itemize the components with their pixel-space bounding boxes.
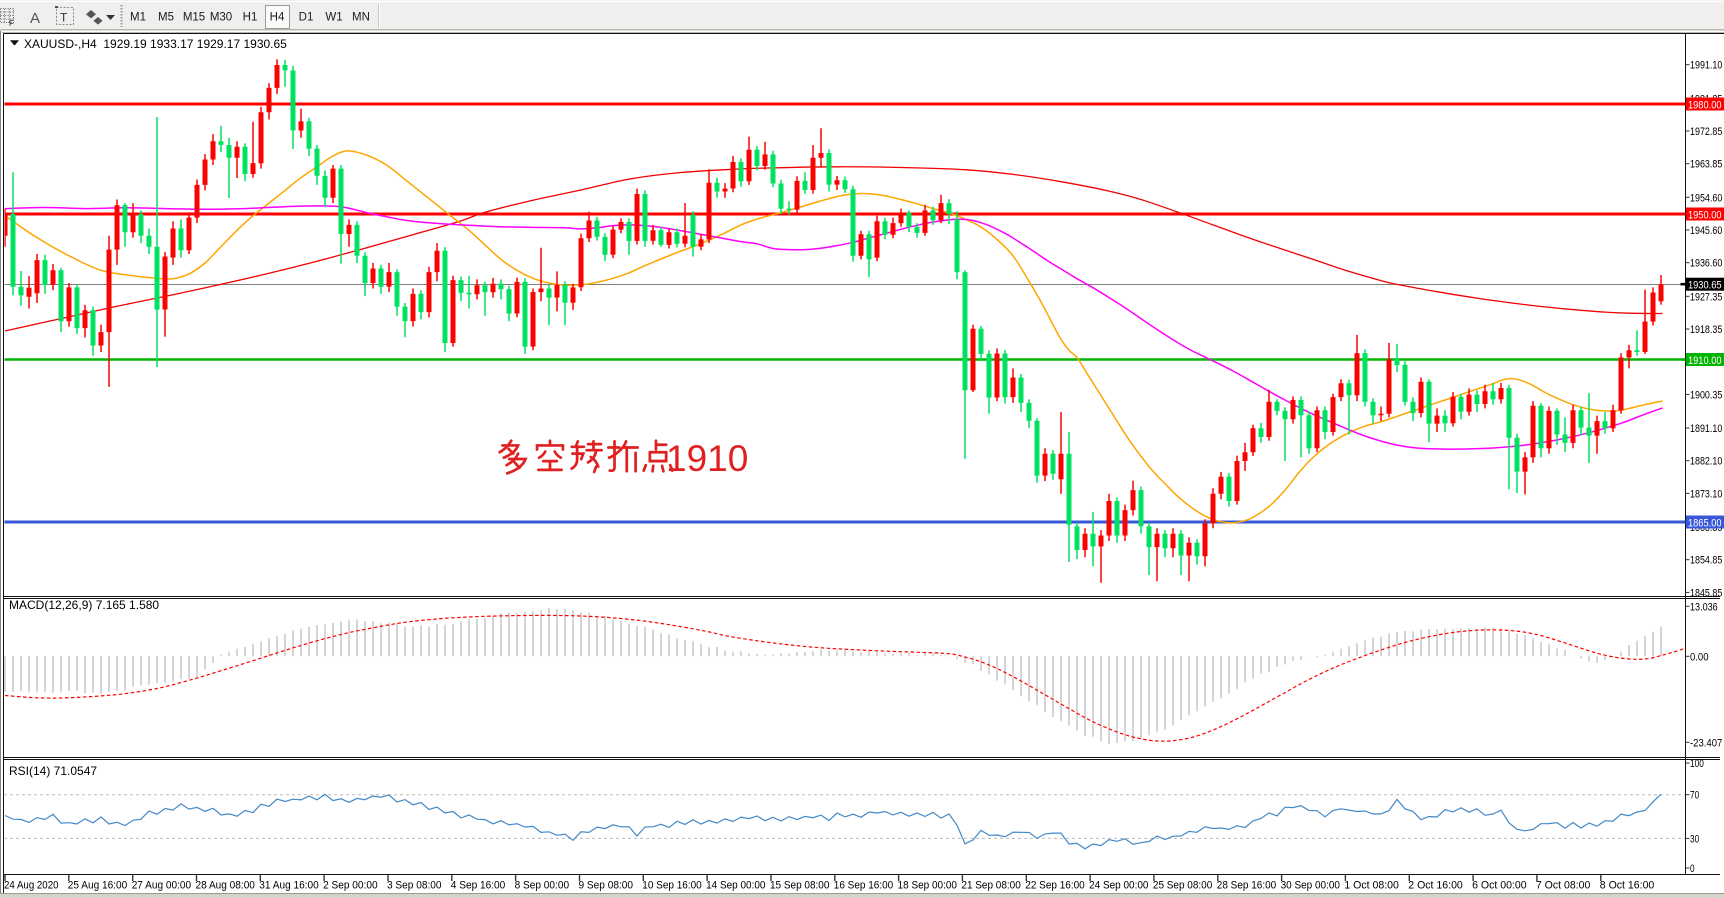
svg-text:30: 30 [1690,833,1699,845]
svg-text:70: 70 [1690,790,1699,802]
svg-text:1900.35: 1900.35 [1690,389,1722,401]
svg-text:M1: M1 [130,12,146,24]
svg-text:W1: W1 [325,12,342,24]
svg-text:M5: M5 [158,12,174,24]
svg-text:0.00: 0.00 [1690,651,1709,663]
svg-text:3 Sep 08:00: 3 Sep 08:00 [387,880,442,892]
svg-text:9 Sep 08:00: 9 Sep 08:00 [579,880,634,892]
svg-text:21 Sep 08:00: 21 Sep 08:00 [961,880,1020,892]
svg-text:8 Sep 00:00: 8 Sep 00:00 [515,880,570,892]
svg-text:T: T [60,11,68,25]
svg-text:14 Sep 00:00: 14 Sep 00:00 [706,880,765,892]
svg-text:1963.85: 1963.85 [1690,159,1722,171]
svg-text:M30: M30 [210,12,232,24]
svg-text:24 Aug 2020: 24 Aug 2020 [4,880,59,892]
svg-text:-23.407: -23.407 [1690,737,1722,749]
svg-text:1954.60: 1954.60 [1690,192,1722,204]
svg-text:0: 0 [1690,863,1695,875]
svg-text:2 Oct 16:00: 2 Oct 16:00 [1408,880,1463,892]
svg-text:H4: H4 [270,12,285,24]
svg-text:6 Oct 00:00: 6 Oct 00:00 [1472,880,1527,892]
svg-text:A: A [30,10,40,27]
svg-text:1927.35: 1927.35 [1690,291,1722,303]
svg-text:1972.85: 1972.85 [1690,126,1722,138]
svg-text:1980.00: 1980.00 [1688,100,1722,112]
svg-text:25 Aug 16:00: 25 Aug 16:00 [68,880,127,892]
svg-text:2 Sep 00:00: 2 Sep 00:00 [323,880,378,892]
svg-text:22 Sep 16:00: 22 Sep 16:00 [1025,880,1084,892]
svg-text:7 Oct 08:00: 7 Oct 08:00 [1536,880,1591,892]
svg-text:1950.00: 1950.00 [1688,210,1722,222]
svg-text:10 Sep 16:00: 10 Sep 16:00 [642,880,701,892]
svg-text:15 Sep 08:00: 15 Sep 08:00 [770,880,829,892]
svg-text:100: 100 [1690,758,1704,770]
svg-text:27 Aug 00:00: 27 Aug 00:00 [132,880,191,892]
svg-text:1936.60: 1936.60 [1690,258,1722,270]
svg-text:28 Aug 08:00: 28 Aug 08:00 [196,880,255,892]
svg-text:MACD(12,26,9) 7.165 1.580: MACD(12,26,9) 7.165 1.580 [9,598,159,612]
svg-text:MN: MN [352,12,370,24]
svg-text:1882.10: 1882.10 [1690,456,1722,468]
svg-text:28 Sep 16:00: 28 Sep 16:00 [1217,880,1276,892]
svg-text:1930.65: 1930.65 [1688,280,1722,292]
svg-text:1845.85: 1845.85 [1690,587,1722,599]
svg-text:F: F [9,19,14,28]
svg-text:16 Sep 16:00: 16 Sep 16:00 [834,880,893,892]
svg-text:1873.10: 1873.10 [1690,488,1722,500]
svg-text:1 Oct 08:00: 1 Oct 08:00 [1344,880,1399,892]
svg-text:1918.35: 1918.35 [1690,324,1722,336]
svg-text:1991.10: 1991.10 [1690,60,1722,72]
svg-text:13.036: 13.036 [1690,601,1718,613]
svg-text:30 Sep 00:00: 30 Sep 00:00 [1281,880,1340,892]
svg-text:1910: 1910 [666,438,748,479]
svg-text:31 Aug 16:00: 31 Aug 16:00 [259,880,318,892]
svg-text:24 Sep 00:00: 24 Sep 00:00 [1089,880,1148,892]
svg-text:XAUUSD-,H4 1929.19 1933.17 19: XAUUSD-,H4 1929.19 1933.17 1929.17 1930.… [24,37,287,51]
svg-text:1910.00: 1910.00 [1688,355,1722,367]
svg-text:H1: H1 [243,12,258,24]
svg-text:RSI(14) 71.0547: RSI(14) 71.0547 [9,764,97,778]
svg-text:25 Sep 08:00: 25 Sep 08:00 [1153,880,1212,892]
svg-text:18 Sep 00:00: 18 Sep 00:00 [898,880,957,892]
svg-text:1865.00: 1865.00 [1688,518,1722,530]
svg-text:8 Oct 16:00: 8 Oct 16:00 [1600,880,1655,892]
svg-text:1945.60: 1945.60 [1690,225,1722,237]
svg-text:D1: D1 [299,12,314,24]
svg-text:4 Sep 16:00: 4 Sep 16:00 [451,880,506,892]
svg-text:M15: M15 [183,12,205,24]
svg-text:1891.10: 1891.10 [1690,423,1722,435]
svg-text:1854.85: 1854.85 [1690,555,1722,567]
